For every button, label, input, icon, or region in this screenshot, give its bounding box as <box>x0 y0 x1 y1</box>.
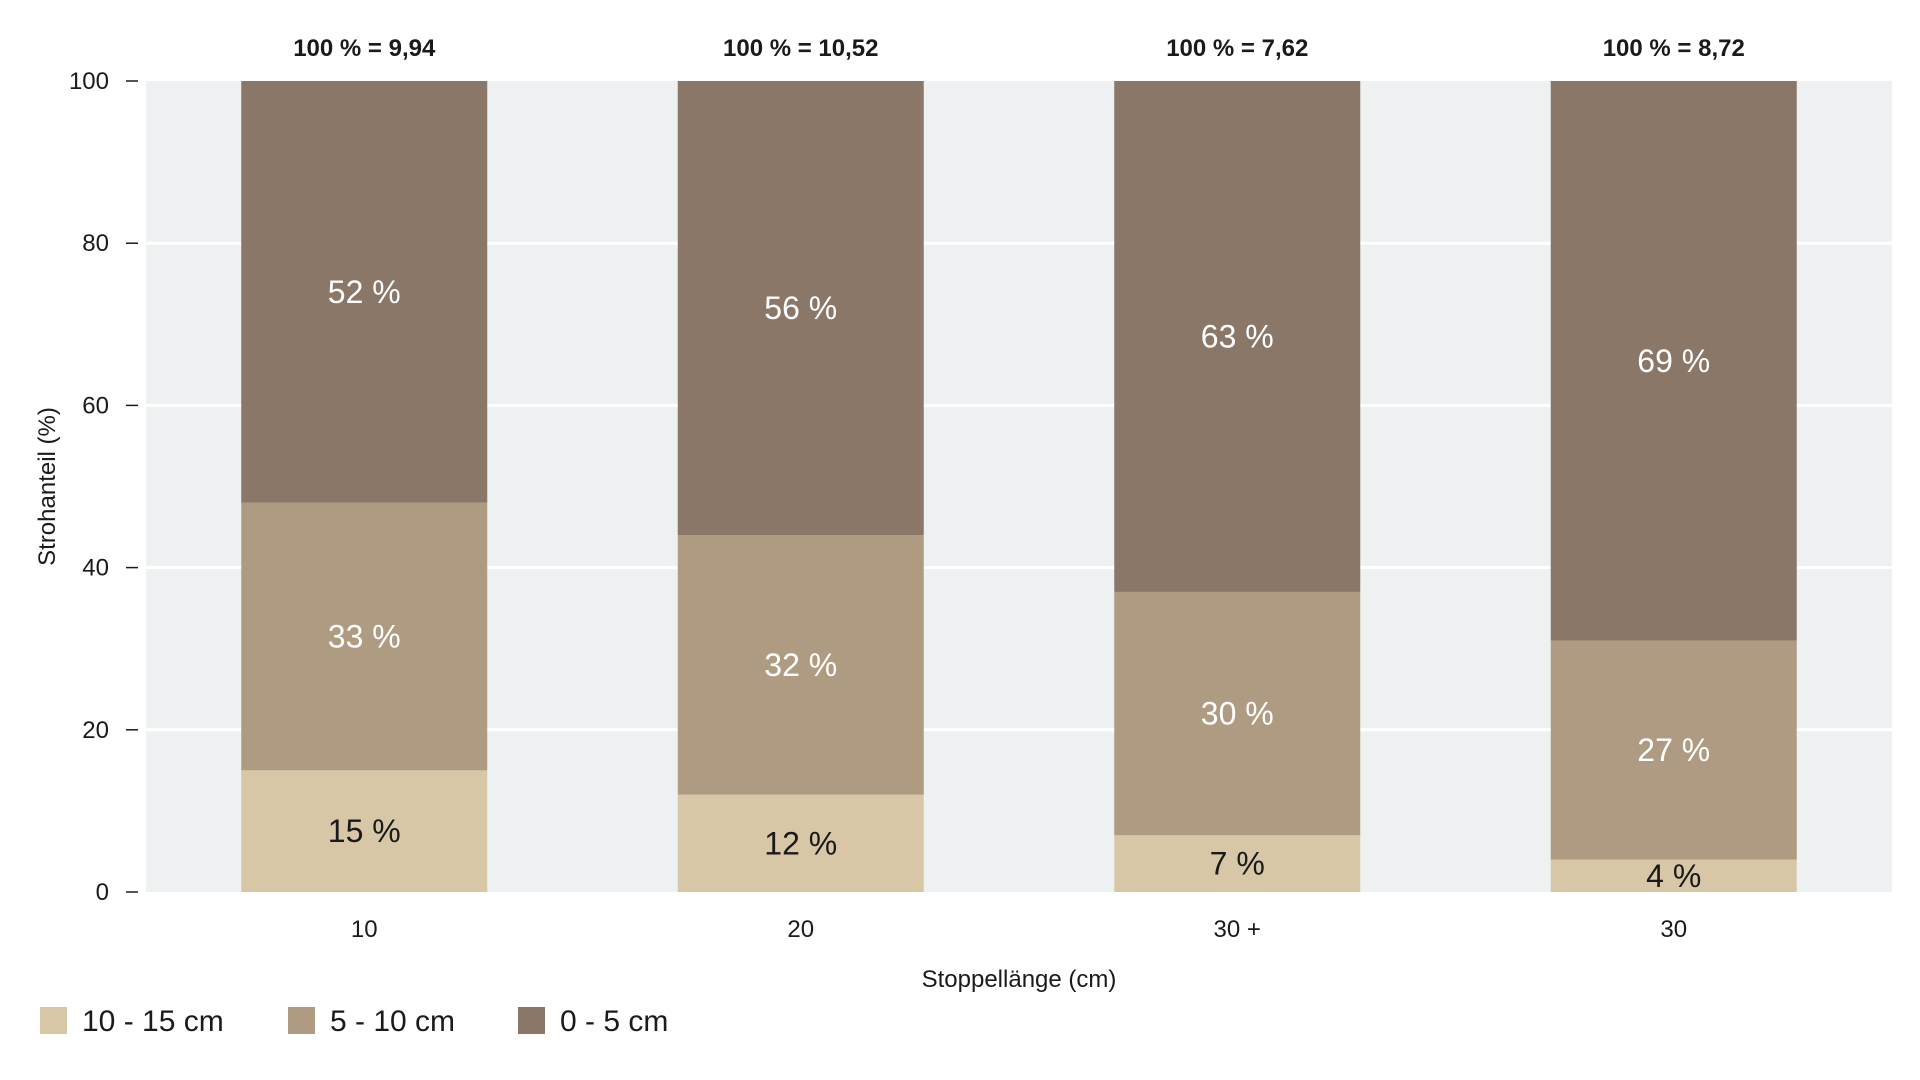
bar-segment <box>241 81 488 503</box>
bar-segment <box>1114 81 1361 592</box>
y-tick-label: 0 <box>96 879 109 906</box>
data-label: 30 % <box>1201 696 1274 732</box>
data-label: 15 % <box>328 813 401 849</box>
data-label: 56 % <box>764 290 837 326</box>
y-tick-label: 60 <box>82 392 109 419</box>
y-axis: 0 20 40 60 80 100 <box>69 68 138 906</box>
data-label: 33 % <box>328 619 401 655</box>
legend-swatch <box>40 1007 67 1034</box>
legend-swatch <box>288 1007 315 1034</box>
y-axis-title: Strohanteil (%) <box>34 407 61 566</box>
legend-label: 5 - 10 cm <box>330 1005 455 1038</box>
total-label: 100 % = 8,72 <box>1603 35 1745 62</box>
bars: 15 % 33 % 52 % 12 % 32 % 56 % 7 % 30 % 63 % 4 % 27… <box>241 81 1797 894</box>
total-label: 100 % = 7,62 <box>1166 35 1308 62</box>
x-tick-label: 30 + <box>1214 916 1261 943</box>
y-tick-label: 80 <box>82 230 109 257</box>
bar-segment <box>1550 81 1797 641</box>
y-tick-label: 40 <box>82 555 109 582</box>
bar-segment <box>241 770 488 892</box>
y-tick-label: 100 <box>69 68 109 95</box>
bar-segment <box>677 535 924 795</box>
data-label: 27 % <box>1637 732 1710 768</box>
y-tick-label: 20 <box>82 717 109 744</box>
legend-label: 0 - 5 cm <box>560 1005 668 1038</box>
data-label: 7 % <box>1210 846 1265 882</box>
bar-segment <box>1550 859 1797 892</box>
x-tick-label: 20 <box>787 916 814 943</box>
bar-segment <box>241 502 488 771</box>
bar-segment <box>1114 835 1361 892</box>
data-label: 4 % <box>1646 858 1701 894</box>
data-label: 52 % <box>328 274 401 310</box>
x-tick-label: 30 <box>1660 916 1687 943</box>
x-axis: 10 20 30 + 30 <box>351 916 1687 943</box>
data-label: 12 % <box>764 825 837 861</box>
bar-segment <box>677 794 924 892</box>
data-label: 69 % <box>1637 343 1710 379</box>
data-label: 63 % <box>1201 318 1274 354</box>
x-tick-label: 10 <box>351 916 378 943</box>
data-label: 32 % <box>764 647 837 683</box>
legend: 10 - 15 cm 5 - 10 cm 0 - 5 cm <box>40 1005 668 1038</box>
bar-segment <box>1114 591 1361 836</box>
total-labels: 100 % = 9,94 100 % = 10,52 100 % = 7,62 100… <box>293 35 1745 62</box>
bar-segment <box>1550 640 1797 860</box>
x-axis-title: Stoppellänge (cm) <box>922 966 1117 993</box>
total-label: 100 % = 9,94 <box>293 35 436 62</box>
bar-segment <box>677 81 924 536</box>
legend-label: 10 - 15 cm <box>82 1005 224 1038</box>
total-label: 100 % = 10,52 <box>723 35 878 62</box>
legend-swatch <box>518 1007 545 1034</box>
